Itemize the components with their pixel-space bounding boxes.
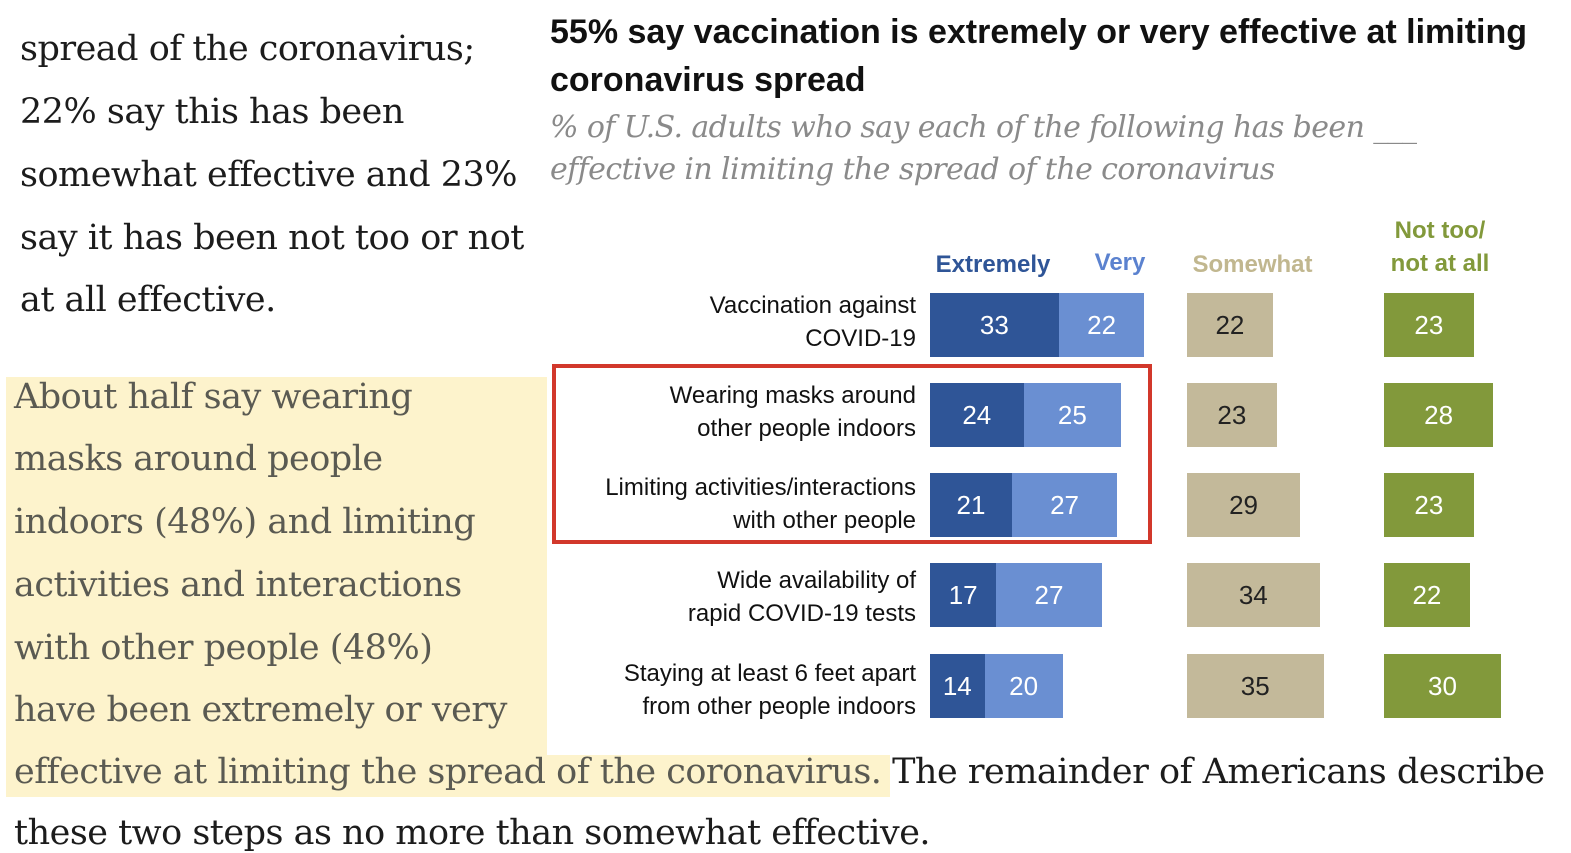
row-label-line: Wide availability of [717,567,916,594]
row-label-line: COVID-19 [805,325,916,352]
bar-not-at-all-row-1: 28 [1384,383,1494,447]
highlight-block [6,377,547,755]
row-label-line: Staying at least 6 feet apart [623,660,916,687]
bar-somewhat-row-1: 23 [1187,383,1277,447]
bar-somewhat-row-3: 34 [1187,563,1320,627]
article-line: at all effective. [20,280,276,320]
highlight-line: masks around people [14,439,383,479]
article-line: 22% say this has been [20,92,404,132]
col-header-extremely: Extremely [935,251,1051,278]
bar-extremely-row-2: 21 [930,473,1012,537]
bar-extremely-row-1: 24 [930,383,1024,447]
bar-extremely-row-3: 17 [930,563,997,627]
article-line-7: effective at limiting the spread of the … [14,755,1545,790]
bar-not-at-all-row-3: 22 [1384,563,1470,627]
row-label-limiting: Limiting activities/interactions with ot… [605,471,916,537]
article-line: spread of the coronavirus; [20,29,475,69]
row-label-masks: Wearing masks around other people indoor… [670,379,916,445]
callout-box [552,364,1152,544]
row-label-line: Vaccination against [709,292,916,319]
row-label-line: rapid COVID-19 tests [687,600,916,627]
row-label-distancing: Staying at least 6 feet apart from other… [624,657,916,723]
highlight-line: About half say wearing [14,377,413,417]
row-label-testing: Wide availability of rapid COVID-19 test… [688,564,916,630]
bar-very-row-0: 22 [1058,293,1145,357]
bar-somewhat-row-2: 29 [1187,473,1301,537]
col-header-not-at-all-line-1: Not too/ [1394,217,1486,244]
row-label-line: Limiting activities/interactions [605,474,916,501]
row-label-line: other people indoors [697,415,916,442]
bar-very-row-2: 27 [1011,473,1118,537]
row-label-line: from other people indoors [642,693,917,720]
chart-subtitle-line-2: effective in limiting the spread of the … [550,152,1275,187]
col-header-somewhat: Somewhat [1192,251,1313,278]
row-label-line: Wearing masks around [669,382,916,409]
row-label-vaccination: Vaccination against COVID-19 [710,289,916,355]
highlight-line-bg [6,755,890,797]
highlight-line: indoors (48%) and limiting [14,502,476,542]
highlight-line: with other people (48%) [14,628,433,668]
bar-not-at-all-row-4: 30 [1384,654,1501,718]
highlight-line: have been extremely or very [14,690,507,730]
chart-subtitle-line-1: % of U.S. adults who say each of the fol… [550,110,1417,145]
bar-very-row-4: 20 [984,654,1063,718]
bar-extremely-row-0: 33 [930,293,1059,357]
plain-span: The remainder of Americans describe [881,752,1545,792]
bar-very-row-1: 25 [1023,383,1122,447]
article-line-8: these two steps as no more than somewhat… [14,813,931,853]
col-header-not-at-all-line-2: not at all [1390,250,1490,277]
bar-somewhat-row-0: 22 [1187,293,1273,357]
article-line: say it has been not too or not [20,218,524,258]
bar-extremely-row-4: 14 [930,654,985,718]
col-header-not-at-all: Not too/ not at all [1370,214,1510,280]
bar-somewhat-row-4: 35 [1187,654,1324,718]
row-label-line: with other people [733,507,916,534]
bar-not-at-all-row-0: 23 [1384,293,1474,357]
highlight-line: activities and interactions [14,565,462,605]
bar-not-at-all-row-2: 23 [1384,473,1474,537]
highlighted-span: effective at limiting the spread of the … [14,752,882,792]
bar-very-row-3: 27 [996,563,1102,627]
chart-title: 55% say vaccination is extremely or very… [550,13,1528,99]
col-header-very: Very [1094,249,1146,276]
article-line: somewhat effective and 23% [20,155,518,195]
